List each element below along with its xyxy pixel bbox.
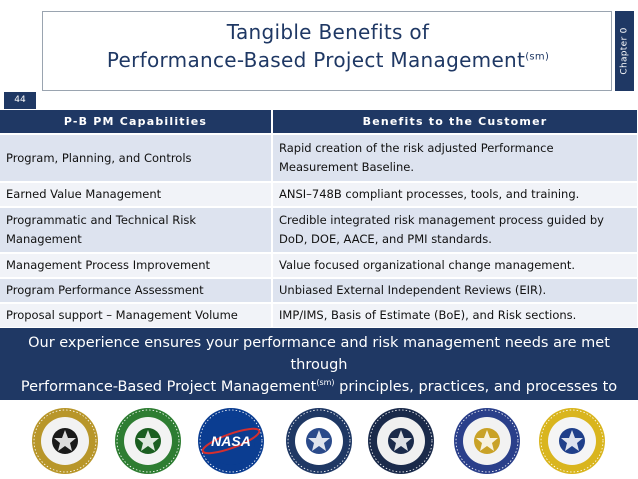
table-header-row: P-B PM Capabilities Benefits to the Cust… (0, 110, 638, 135)
agency-seals: NASA (0, 400, 638, 479)
energy-seal-icon (115, 408, 181, 474)
coast-guard-seal-icon (539, 408, 605, 474)
army-seal-icon (32, 408, 98, 474)
air-force-seal-icon (454, 408, 520, 474)
banner-line-2-start: Performance-Based Project Management (20, 379, 317, 395)
chapter-tab-label: Chapter 0 (619, 27, 630, 75)
capability-cell: Programmatic and Technical Risk Manageme… (0, 207, 273, 254)
title-line-2-text: Performance-Based Project Management (106, 48, 526, 72)
header-benefits: Benefits to the Customer (272, 110, 638, 135)
banner-service-mark: (sm) (316, 378, 335, 388)
summary-banner: Our experience ensures your performance … (0, 328, 638, 417)
banner-line-2-end: principles, practices, and processes to (334, 379, 618, 395)
benefit-cell: Value focused organizational change mana… (272, 253, 638, 279)
table-row: Program, Planning, and Controls Rapid cr… (0, 134, 638, 183)
capability-cell: Program, Planning, and Controls (0, 134, 273, 183)
benefit-cell: Credible integrated risk management proc… (272, 207, 638, 254)
capability-cell: Management Process Improvement (0, 253, 273, 279)
title-line-2: Performance-Based Project Management(sm) (44, 46, 612, 74)
table-row: Management Process Improvement Value foc… (0, 253, 638, 279)
service-mark: (sm) (525, 51, 550, 63)
title-line-1: Tangible Benefits of (226, 20, 430, 44)
fema-seal-icon (286, 408, 352, 474)
table-row: Proposal support – Management Volume IMP… (0, 303, 638, 329)
table-row: Programmatic and Technical Risk Manageme… (0, 207, 638, 254)
capability-cell: Proposal support – Management Volume (0, 303, 273, 329)
capability-cell: Program Performance Assessment (0, 278, 273, 304)
benefit-cell: IMP/IMS, Basis of Estimate (BoE), and Ri… (272, 303, 638, 329)
capabilities-table: P-B PM Capabilities Benefits to the Cust… (0, 110, 638, 329)
navy-seal-icon (368, 408, 434, 474)
slide-title: Tangible Benefits of Performance-Based P… (44, 18, 612, 74)
page-number: 44 (4, 92, 36, 109)
header-capabilities: P-B PM Capabilities (0, 110, 273, 135)
banner-line-2: Performance-Based Project Management(sm)… (0, 376, 638, 398)
table-row: Program Performance Assessment Unbiased … (0, 278, 638, 304)
benefit-cell: Unbiased External Independent Reviews (E… (272, 278, 638, 304)
title-frame (42, 11, 612, 91)
table-row: Earned Value Management ANSI–748B compli… (0, 182, 638, 208)
svg-text:NASA: NASA (211, 433, 251, 449)
nasa-logo-icon: NASA (198, 408, 264, 474)
benefit-cell: ANSI–748B compliant processes, tools, an… (272, 182, 638, 208)
capability-cell: Earned Value Management (0, 182, 273, 208)
banner-line-1: Our experience ensures your performance … (28, 335, 610, 373)
benefit-cell: Rapid creation of the risk adjusted Perf… (272, 134, 638, 183)
chapter-tab: Chapter 0 (615, 11, 634, 91)
